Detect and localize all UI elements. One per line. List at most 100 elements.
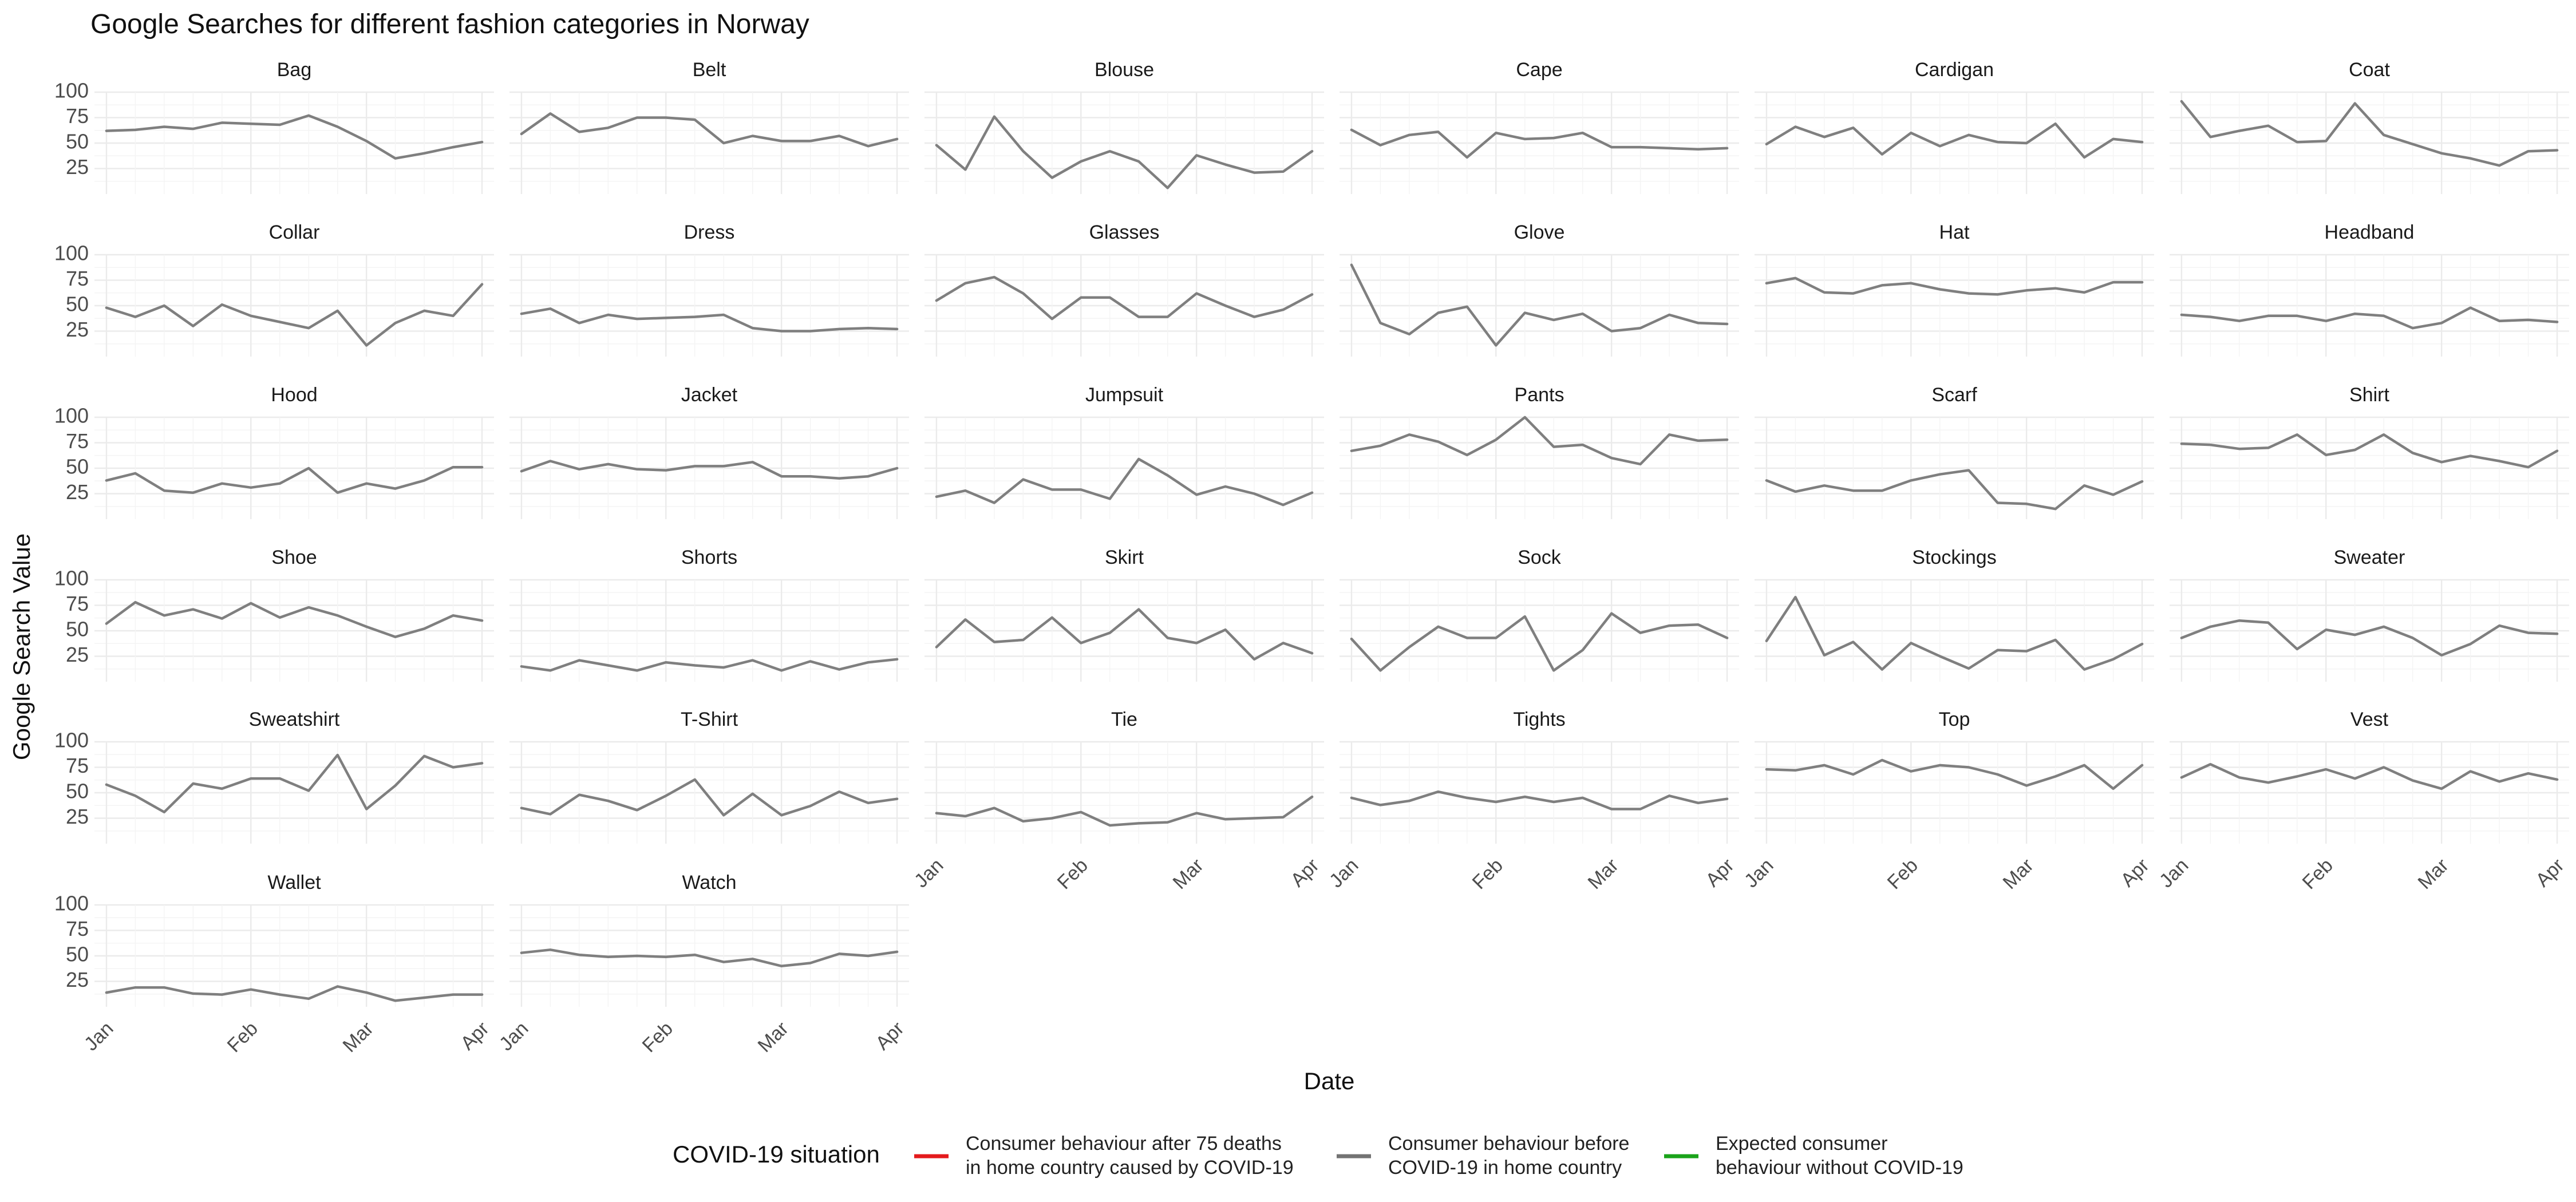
facet-panel-shirt: Shirt bbox=[2170, 384, 2569, 519]
facet-label: Skirt bbox=[1105, 547, 1144, 568]
x-tick-label: Feb bbox=[223, 1018, 262, 1057]
facet-panel-blouse: Blouse bbox=[924, 59, 1324, 194]
facet-label: Shirt bbox=[2349, 384, 2389, 406]
series-line-cape bbox=[1350, 128, 1729, 159]
facet-label: T-Shirt bbox=[681, 709, 738, 730]
series-line-coat bbox=[2180, 100, 2559, 167]
y-tick-label: 100 bbox=[54, 79, 89, 102]
x-tick-label: Mar bbox=[1584, 855, 1623, 893]
facet-panel-cape: Cape bbox=[1340, 59, 1739, 194]
facet-panel-scarf: Scarf bbox=[1755, 384, 2154, 519]
facet-label: Wallet bbox=[267, 872, 321, 893]
y-tick-label: 50 bbox=[66, 943, 89, 966]
series-line-sweatshirt bbox=[105, 753, 484, 814]
facet-label: Dress bbox=[684, 222, 735, 243]
legend-item: Consumer behaviour before COVID-19 in hom… bbox=[1337, 1133, 1629, 1179]
legend-item: Consumer behaviour after 75 deaths in hom… bbox=[914, 1133, 1294, 1179]
facet-panel-sock: Sock bbox=[1340, 547, 1739, 682]
chart-title: Google Searches for different fashion ca… bbox=[90, 9, 809, 39]
facet-panel-jumpsuit: Jumpsuit bbox=[924, 384, 1324, 519]
facet-label: Watch bbox=[682, 872, 736, 893]
facet-label: Jumpsuit bbox=[1085, 384, 1164, 406]
facet-label: Hat bbox=[1939, 222, 1970, 243]
y-tick-label: 25 bbox=[66, 480, 89, 504]
facet-label: Scarf bbox=[1931, 384, 1977, 406]
series-line-stockings bbox=[1765, 596, 2144, 671]
facet-panel-stockings: Stockings bbox=[1755, 547, 2154, 682]
facet-label: Collar bbox=[269, 222, 320, 243]
series-line-blouse bbox=[935, 115, 1314, 189]
y-tick-label: 100 bbox=[54, 729, 89, 752]
x-tick-label: Feb bbox=[2298, 855, 2337, 893]
y-tick-label: 100 bbox=[54, 892, 89, 915]
series-line-dress bbox=[520, 307, 899, 333]
series-line-headband bbox=[2180, 306, 2559, 330]
y-tick-label: 50 bbox=[66, 292, 89, 316]
y-tick-label: 75 bbox=[66, 429, 89, 453]
facet-label: Coat bbox=[2349, 59, 2390, 81]
series-line-tights bbox=[1350, 790, 1729, 810]
series-line-vest bbox=[2180, 762, 2559, 790]
facet-label: Headband bbox=[2325, 222, 2415, 243]
series-line-glasses bbox=[935, 275, 1314, 321]
y-tick-label: 50 bbox=[66, 130, 89, 153]
facet-label: Sweatshirt bbox=[249, 709, 340, 730]
series-line-top bbox=[1765, 758, 2144, 790]
facet-label: Cardigan bbox=[1915, 59, 1994, 81]
facet-panel-dress: Dress bbox=[509, 222, 909, 357]
series-line-t-shirt bbox=[520, 778, 899, 817]
y-tick-label: 75 bbox=[66, 267, 89, 290]
x-tick-label: Feb bbox=[638, 1018, 677, 1057]
y-tick-label: 75 bbox=[66, 592, 89, 615]
x-tick-label: Jan bbox=[910, 855, 948, 892]
legend: COVID-19 situation Consumer behaviour aft… bbox=[673, 1133, 1963, 1179]
y-tick-label: 100 bbox=[54, 404, 89, 428]
facet-panel-sweater: Sweater bbox=[2170, 547, 2569, 682]
legend-label-line: Expected consumer bbox=[1716, 1133, 1888, 1154]
x-tick-label: Feb bbox=[1053, 855, 1092, 893]
facet-label: Sweater bbox=[2334, 547, 2405, 568]
facet-label: Pants bbox=[1515, 384, 1564, 406]
facet-label: Vest bbox=[2350, 709, 2389, 730]
facet-panel-coat: Coat bbox=[2170, 59, 2569, 194]
legend-label-line: in home country caused by COVID-19 bbox=[966, 1157, 1294, 1179]
series-line-shoe bbox=[105, 600, 484, 638]
facet-label: Jacket bbox=[681, 384, 738, 406]
facet-panel-hat: Hat bbox=[1755, 222, 2154, 357]
legend-label-line: COVID-19 in home country bbox=[1388, 1157, 1622, 1179]
y-tick-label: 75 bbox=[66, 104, 89, 128]
series-line-jacket bbox=[520, 460, 899, 480]
facet-label: Tights bbox=[1513, 709, 1565, 730]
legend-label-line: Consumer behaviour before bbox=[1388, 1133, 1629, 1154]
x-tick-label: Apr bbox=[2116, 855, 2153, 891]
y-tick-label: 100 bbox=[54, 242, 89, 265]
series-line-shirt bbox=[2180, 433, 2559, 469]
facet-panel-cardigan: Cardigan bbox=[1755, 59, 2154, 194]
y-tick-label: 25 bbox=[66, 805, 89, 828]
facet-panel-belt: Belt bbox=[509, 59, 909, 194]
series-line-cardigan bbox=[1765, 122, 2144, 159]
series-line-skirt bbox=[935, 608, 1314, 661]
facet-panel-skirt: Skirt bbox=[924, 547, 1324, 682]
x-tick-label: Mar bbox=[1169, 855, 1208, 893]
series-line-watch bbox=[520, 948, 899, 968]
facet-label: Hood bbox=[271, 384, 317, 406]
series-line-jumpsuit bbox=[935, 457, 1314, 507]
facet-label: Stockings bbox=[1912, 547, 1996, 568]
x-tick-label: Jan bbox=[495, 1018, 533, 1055]
facet-label: Shoe bbox=[271, 547, 317, 568]
x-tick-label: Jan bbox=[1740, 855, 1778, 892]
series-line-shorts bbox=[520, 658, 899, 672]
facet-label: Cape bbox=[1516, 59, 1562, 81]
facet-panel-glasses: Glasses bbox=[924, 222, 1324, 357]
x-tick-label: Feb bbox=[1468, 855, 1507, 893]
facet-label: Belt bbox=[693, 59, 726, 81]
facet-label: Blouse bbox=[1095, 59, 1154, 81]
x-tick-label: Jan bbox=[80, 1018, 118, 1055]
series-line-tie bbox=[935, 795, 1314, 827]
series-line-sock bbox=[1350, 612, 1729, 672]
